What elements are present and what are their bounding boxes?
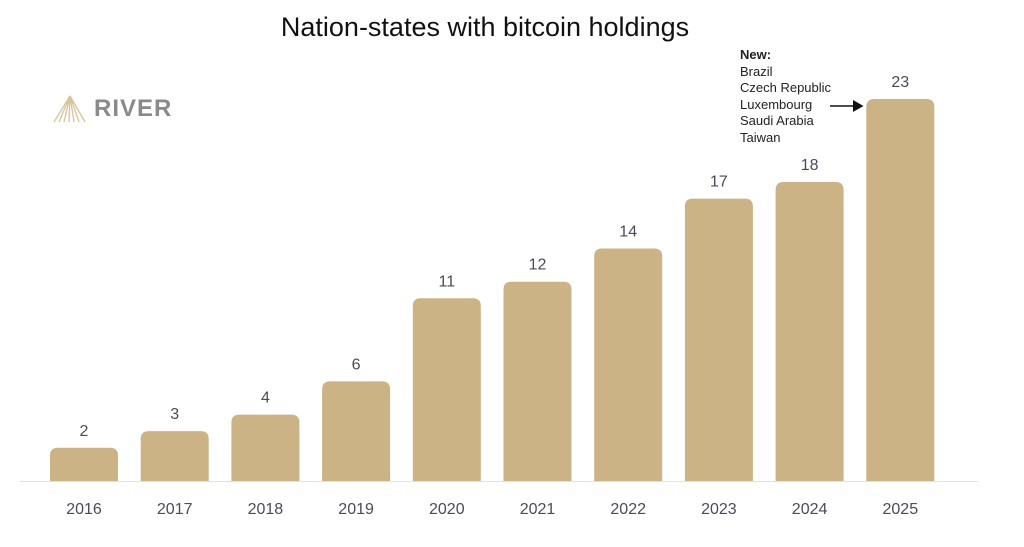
data-label: 14 bbox=[619, 223, 637, 240]
x-tick-label: 2021 bbox=[520, 501, 556, 518]
data-label: 18 bbox=[801, 157, 819, 174]
x-tick-label: 2024 bbox=[792, 501, 828, 518]
x-tick-label: 2023 bbox=[701, 501, 737, 518]
bar-2024 bbox=[775, 182, 844, 482]
bar-2016 bbox=[50, 447, 118, 481]
bar-2018 bbox=[231, 414, 300, 481]
data-label: 4 bbox=[261, 390, 270, 407]
x-tick-label: 2017 bbox=[157, 501, 193, 518]
x-tick-label: 2020 bbox=[429, 501, 465, 518]
annotation-item: Brazil bbox=[740, 63, 773, 79]
bar-2017 bbox=[140, 431, 209, 481]
annotation-heading: New: bbox=[740, 47, 772, 62]
x-tick-label: 2025 bbox=[883, 501, 919, 518]
x-tick-label: 2018 bbox=[248, 501, 284, 518]
bar-2021 bbox=[503, 281, 572, 481]
data-label: 12 bbox=[529, 257, 547, 274]
chart-title: Nation-states with bitcoin holdings bbox=[280, 12, 690, 42]
river-logo-icon bbox=[53, 95, 86, 123]
bar-2023 bbox=[684, 198, 753, 482]
annotation-item: Luxembourg bbox=[740, 96, 813, 112]
x-tick-label: 2016 bbox=[66, 501, 102, 518]
annotation-item: Taiwan bbox=[740, 129, 781, 145]
data-label: 23 bbox=[891, 74, 909, 91]
bar-2019 bbox=[322, 381, 391, 481]
x-tick-label: 2019 bbox=[338, 501, 374, 518]
data-label: 11 bbox=[438, 273, 455, 290]
data-label: 2 bbox=[80, 423, 89, 440]
annotation-item: Czech Republic bbox=[740, 80, 832, 95]
bar-2025 bbox=[866, 99, 935, 481]
x-tick-label: 2022 bbox=[610, 501, 646, 518]
annotation: New: Brazil Czech Republic Luxembourg Saudi… bbox=[740, 47, 831, 146]
data-label: 6 bbox=[352, 356, 361, 373]
annotation-item: Saudi Arabia bbox=[740, 113, 814, 128]
data-label: 17 bbox=[710, 174, 728, 191]
bar-2020 bbox=[412, 298, 481, 481]
logo-text: RIVER bbox=[94, 95, 173, 122]
river-logo: RIVER bbox=[52, 94, 172, 124]
data-label: 3 bbox=[170, 406, 179, 423]
bar-2022 bbox=[594, 248, 663, 481]
